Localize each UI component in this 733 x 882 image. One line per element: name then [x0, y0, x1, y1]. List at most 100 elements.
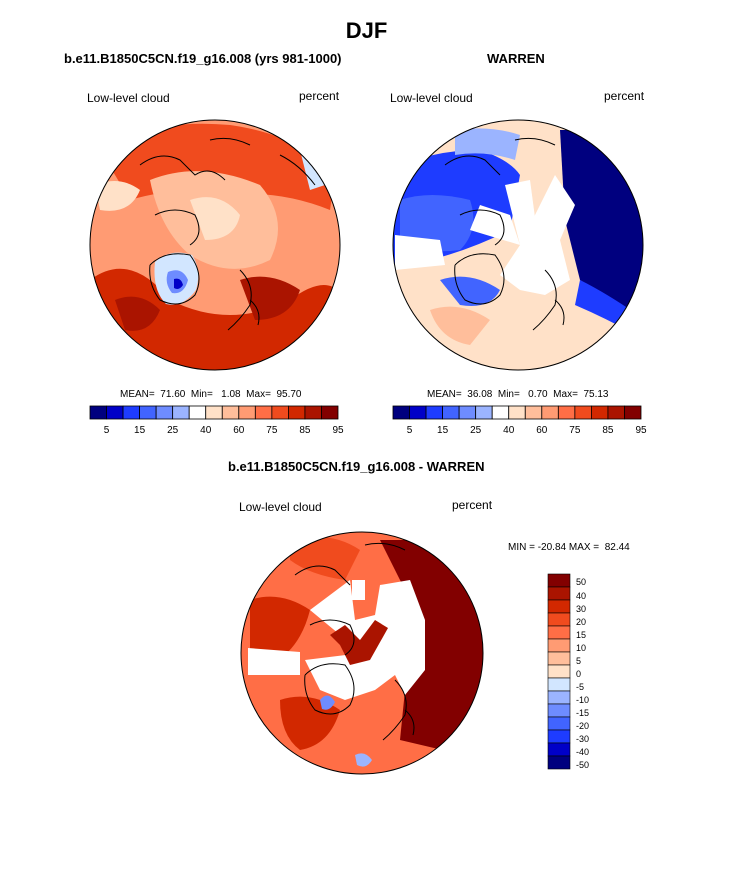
panel3-map-border — [240, 531, 484, 775]
colorbar-tick-label: 75 — [266, 425, 278, 436]
panel1-field-scandinavia — [240, 276, 300, 320]
colorbar-tick-label: 15 — [576, 630, 586, 640]
colorbar-tick-label: 60 — [536, 425, 548, 436]
panel3-coastlines — [294, 542, 415, 741]
panel2-stats: MEAN= 36.08 Min= 0.70 Max= 75.13 — [427, 389, 609, 400]
panel1-colorbar: 5 15 25 40 60 75 85 95 — [89, 405, 344, 436]
colorbar-tick-label: -40 — [576, 747, 589, 757]
colorbar-tick-label: -20 — [576, 721, 589, 731]
colorbar-tick-label: -15 — [576, 708, 589, 718]
colorbar-swatch — [442, 405, 460, 420]
panel3-polar-map — [240, 531, 484, 775]
panel1-units-label: percent — [299, 89, 340, 103]
panel1-stats: MEAN= 71.60 Min= 1.08 Max= 95.70 — [120, 389, 302, 400]
colorbar-swatch — [221, 405, 240, 420]
colorbar-swatch — [557, 405, 576, 420]
colorbar-swatch — [547, 599, 571, 614]
colorbar-tick-label: 20 — [576, 617, 586, 627]
panel2-colorbar: 5 15 25 40 60 75 85 95 — [392, 405, 647, 436]
colorbar-swatch — [425, 405, 444, 420]
colorbar-tick-label: 10 — [576, 643, 586, 653]
colorbar-tick-label: 40 — [576, 591, 586, 601]
colorbar-swatch — [547, 729, 571, 744]
colorbar-swatch — [122, 405, 140, 420]
colorbar-swatch — [547, 638, 571, 653]
panel3-field-negative-2 — [355, 753, 372, 767]
panel1-field-atlantic — [115, 296, 160, 331]
panel3-units-label: percent — [452, 498, 493, 512]
panel1-title: b.e11.B1850C5CN.f19_g16.008 (yrs 981-100… — [64, 51, 342, 66]
colorbar-swatch — [321, 405, 339, 420]
colorbar-tick-label: 95 — [635, 425, 647, 436]
panel2-field-atlantic — [430, 306, 490, 345]
panel2-missing-block — [395, 235, 445, 270]
colorbar-tick-label: -10 — [576, 695, 589, 705]
colorbar-swatch — [89, 405, 107, 420]
panel2-field-north — [455, 128, 520, 160]
colorbar-tick-label: 95 — [332, 425, 344, 436]
panel3-title: b.e11.B1850C5CN.f19_g16.008 - WARREN — [228, 459, 485, 474]
colorbar-tick-label: 5 — [407, 425, 413, 436]
colorbar-swatch — [547, 742, 571, 757]
colorbar-swatch — [304, 405, 322, 420]
colorbar-swatch — [491, 405, 510, 420]
colorbar-swatch — [271, 405, 289, 420]
colorbar-tick-label: 75 — [569, 425, 581, 436]
colorbar-tick-label: -5 — [576, 682, 584, 692]
panel1-variable-label: Low-level cloud — [87, 91, 170, 105]
colorbar-swatch — [508, 405, 526, 420]
colorbar-tick-label: 40 — [200, 425, 212, 436]
colorbar-swatch — [287, 405, 306, 420]
colorbar-tick-label: 85 — [299, 425, 311, 436]
colorbar-tick-label: 15 — [134, 425, 146, 436]
panel2-title: WARREN — [487, 51, 545, 66]
colorbar-swatch — [541, 405, 559, 420]
colorbar-swatch — [155, 405, 174, 420]
colorbar-swatch — [547, 677, 571, 692]
panel2-field-west-mid — [400, 195, 474, 252]
colorbar-swatch — [254, 405, 273, 420]
panel3-field-west — [250, 596, 310, 665]
colorbar-tick-label: 5 — [576, 656, 581, 666]
panel2-polar-map — [392, 119, 644, 371]
colorbar-swatch — [547, 664, 571, 679]
colorbar-tick-label: 0 — [576, 669, 581, 679]
colorbar-swatch — [591, 405, 609, 420]
panel3-variable-label: Low-level cloud — [239, 500, 322, 514]
panel2-field-greenland — [440, 276, 500, 306]
panel3-field-southwest — [280, 696, 340, 750]
colorbar-swatch — [607, 405, 625, 420]
colorbar-tick-label: 60 — [233, 425, 245, 436]
colorbar-tick-label: 25 — [470, 425, 482, 436]
colorbar-swatch — [547, 690, 571, 705]
panel3-field-north — [290, 536, 360, 580]
colorbar-swatch — [238, 405, 256, 420]
page-title: DJF — [345, 18, 388, 43]
panel1-field-pole-core — [190, 197, 240, 240]
colorbar-swatch — [547, 716, 571, 731]
panel3-missing-notch — [352, 580, 365, 600]
colorbar-tick-label: 85 — [602, 425, 614, 436]
colorbar-tick-label: -30 — [576, 734, 589, 744]
colorbar-swatch — [458, 405, 477, 420]
colorbar-swatch — [188, 405, 207, 420]
colorbar-swatch — [547, 651, 571, 666]
colorbar-swatch — [547, 755, 571, 770]
colorbar-tick-label: 25 — [167, 425, 179, 436]
panel1-field-greenland-core — [174, 278, 183, 289]
panel1-map-border — [89, 119, 341, 371]
colorbar-swatch — [547, 625, 571, 640]
colorbar-tick-label: 30 — [576, 604, 586, 614]
panel2-map-border — [392, 119, 644, 371]
colorbar-swatch — [624, 405, 642, 420]
panel2-variable-label: Low-level cloud — [390, 91, 473, 105]
panel2-missing-wedge-east — [500, 175, 575, 295]
colorbar-swatch — [524, 405, 543, 420]
colorbar-swatch — [547, 573, 571, 588]
colorbar-swatch — [205, 405, 223, 420]
colorbar-swatch — [409, 405, 427, 420]
panel2-missing-wedge-west — [470, 205, 520, 245]
panel1-field-west — [95, 181, 140, 211]
colorbar-swatch — [547, 703, 571, 718]
